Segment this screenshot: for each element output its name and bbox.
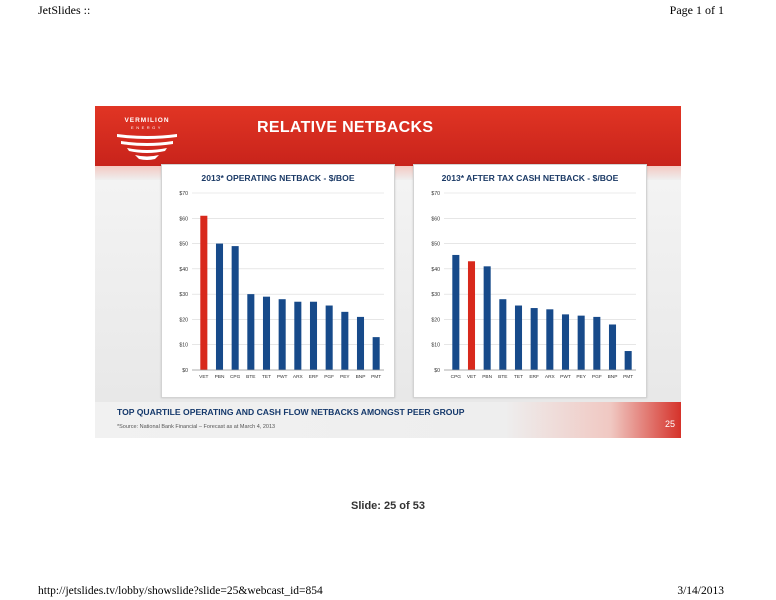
chart-panel-after-tax-cash-netback: 2013* AFTER TAX CASH NETBACK - $/BOE $0 $… [413,164,647,398]
y-tick-label: $0 [182,368,188,374]
chart-operating-netback: $0 $10 $20 $30 $40 $50 $60 $70 VET PBN CPG BTE TET PW… [179,191,384,380]
page-footer-url: http://jetslides.tv/lobby/showslide?slid… [38,585,323,597]
x-tick-label: PWT [560,374,571,380]
slide-bottom-band [95,402,681,438]
x-tick-label: PGF [592,374,602,380]
y-tick-label: $50 [179,242,188,248]
bar-cpg [231,246,239,370]
y-tick-label: $20 [431,317,440,323]
logo-text-bottom: ENERGY [131,125,163,130]
x-tick-label: BNP [356,374,366,380]
y-tick-label: $60 [179,216,188,222]
x-tick-label: TET [262,374,271,380]
y-tick-label: $40 [179,267,188,273]
y-tick-label: $10 [179,343,188,349]
logo-text-top: VERMILION [124,117,169,124]
x-tick-label: PBN [215,374,225,380]
bar-tet [514,305,523,370]
bar-pwt [561,314,570,370]
bar-pey [341,311,349,370]
bar-pgf [325,305,333,370]
y-tick-label: $0 [434,368,440,374]
bar-pmt [624,351,632,370]
y-tick-label: $70 [179,191,188,197]
page-footer-date: 3/14/2013 [677,585,724,597]
y-tick-label: $30 [431,292,440,298]
chart-after-tax-cash-netback: $0 $10 $20 $30 $40 $50 $60 $70 CPG VET PBN BTE TET ER… [431,191,636,380]
y-tick-label: $40 [431,267,440,273]
x-tick-label: ERF [309,374,319,380]
x-tick-label: VET [199,374,208,380]
chart-title: 2013* OPERATING NETBACK - $/BOE [201,173,355,183]
x-tick-label: PEY [340,374,350,380]
bar-bnp [608,324,617,370]
bar-pmt [372,337,380,370]
bar-erf [309,301,318,370]
y-tick-label: $10 [431,343,440,349]
page-header-pagenum: Page 1 of 1 [669,3,724,17]
bar-pbn [215,243,224,370]
bar-pbn [483,266,491,370]
slide-title: RELATIVE NETBACKS [257,119,434,136]
x-tick-label: BNP [608,374,618,380]
bar-pwt [278,299,286,370]
bar-bte [247,294,255,370]
bar-vet [200,215,208,370]
x-tick-label: TET [514,374,523,380]
slide-source-note: *Source: National Bank Financial – Forec… [117,424,276,430]
logo-stripe-2 [121,141,173,146]
x-tick-label: PEY [576,374,586,380]
bar-pey [577,315,585,370]
logo-stripe-3 [127,148,167,153]
x-tick-label: CPG [230,374,241,380]
logo-stripe-1 [117,134,177,139]
bar-pgf [593,316,601,370]
bar-bte [499,299,507,370]
x-tick-label: PBN [482,374,492,380]
slide-image: VERMILION ENERGY RELATIVE NETBACKS 2013*… [95,106,681,438]
chart-panel-operating-netback: 2013* OPERATING NETBACK - $/BOE $0 $10 $20… [161,164,395,398]
x-tick-label: BTE [246,374,255,380]
x-tick-label: PGF [324,374,334,380]
page-header-title: JetSlides :: [38,3,91,17]
bar-erf [530,308,538,370]
bar-vet [467,261,476,370]
x-tick-label: VET [467,374,476,380]
logo-stripe-4 [135,155,159,160]
slide-number: 25 [664,419,675,429]
bar-bnp [356,316,365,370]
y-tick-label: $30 [179,292,188,298]
x-tick-label: CPG [451,374,462,380]
vermilion-logo: VERMILION ENERGY [117,117,177,160]
y-tick-label: $70 [431,191,440,197]
bar-arx [294,301,302,370]
x-tick-label: ARX [293,374,304,380]
y-tick-label: $50 [431,242,440,248]
x-tick-label: BTE [498,374,507,380]
x-tick-label: ARX [545,374,556,380]
slide-tagline: TOP QUARTILE OPERATING AND CASH FLOW NET… [117,407,465,417]
x-tick-label: PWT [277,374,288,380]
y-tick-label: $60 [431,216,440,222]
y-tick-label: $20 [179,317,188,323]
chart-title: 2013* AFTER TAX CASH NETBACK - $/BOE [441,173,619,183]
slide-counter: Slide: 25 of 53 [351,500,425,512]
bar-tet [262,296,271,370]
slide-banner [95,106,681,166]
x-tick-label: PMT [623,374,633,380]
bar-cpg [452,254,460,370]
bar-arx [546,309,554,370]
x-tick-label: ERF [529,374,539,380]
x-tick-label: PMT [371,374,381,380]
